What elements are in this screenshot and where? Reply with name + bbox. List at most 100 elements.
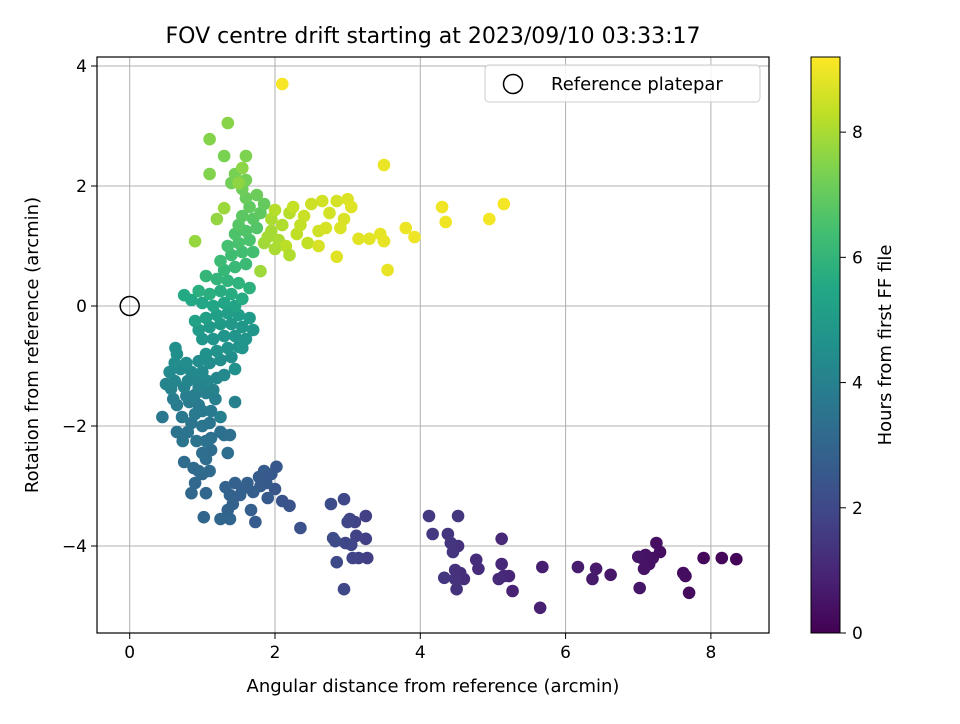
scatter-point [294,218,307,232]
y-axis: −4 −2 0 2 4 [62,57,97,557]
scatter-point [185,486,198,500]
scatter-point [341,515,354,529]
scatter-point [363,232,376,246]
scatter-point [225,317,238,331]
y-tick-label: −4 [62,537,87,557]
x-tick-label: 6 [560,643,571,663]
scatter-point [196,446,209,460]
reference-platepar-marker [119,295,140,317]
scatter-point [203,416,216,430]
scatter-point [275,77,289,91]
scatter-point [697,551,710,565]
scatter-point [315,194,329,208]
scatter-point [261,230,275,244]
scatter-point [210,212,224,226]
scatter-point [268,203,282,217]
scatter-point [169,341,182,355]
scatter-point [180,356,193,370]
y-tick-label: 2 [76,177,87,197]
scatter-point [448,572,462,586]
scatter-point [301,236,314,250]
scatter-point [217,329,231,343]
x-tick-label: 2 [270,643,281,663]
scatter-point [228,395,242,409]
scatter-point [441,527,455,541]
scatter-point [533,601,547,615]
scatter-point [214,410,227,424]
scatter-point [330,555,344,569]
x-axis: 0 2 4 6 8 [124,633,716,663]
scatter-point [199,486,213,500]
scatter-point [469,553,483,567]
plot-frame [96,56,770,634]
scatter-point [483,212,496,226]
scatter-point [214,425,227,439]
scatter-point [232,176,245,190]
scatter-point [586,572,599,586]
scatter-point [435,200,449,214]
scatter-point [650,536,663,550]
scatter-point [177,455,191,469]
x-axis-label: Angular distance from reference (arcmin) [247,676,620,697]
scatter-point [426,527,439,541]
scatter-point [197,510,211,524]
y-tick-label: −2 [62,417,87,437]
scatter-point [196,365,209,379]
scatter-point [221,239,235,253]
scatter-point [177,288,191,302]
scatter-point [214,284,227,298]
scatter-point [275,218,289,232]
scatter-point [221,274,235,288]
scatter-point [199,434,213,448]
scatter-point [206,299,220,313]
scatter-point [286,200,300,214]
scatter-point [346,551,360,565]
grid [97,57,769,633]
scatter-point [219,480,232,494]
legend-box [484,64,761,103]
scatter-point [235,161,249,175]
scatter-point [637,562,651,576]
scatter-point [381,263,394,277]
scatter-point [206,383,220,397]
scatter-point [203,167,216,181]
legend-label: Reference platepar [551,74,723,95]
scatter-point [223,512,237,526]
legend-marker [502,73,524,95]
x-tick-label: 0 [124,643,135,663]
scatter-point [235,341,249,355]
scatter-point [305,197,318,211]
scatter-point [715,551,729,565]
scatter-point [170,425,184,439]
scatter-point [422,509,436,523]
scatter-point [330,250,344,264]
scatter-point [448,563,462,577]
scatter-point [239,257,253,271]
scatter-point [228,260,242,274]
scatter-point [210,272,224,286]
colorbar-tick-label: 4 [852,374,863,394]
scatter-point [257,197,271,211]
scatter-point [199,311,213,325]
scatter-point [188,234,202,248]
scatter-point [156,410,169,424]
scatter-point [199,347,213,361]
scatter-point [246,245,260,259]
scatter-point [250,188,264,202]
scatter-point [203,464,216,478]
scatter-point [294,521,307,535]
scatter-point [337,492,351,506]
scatter-point [214,254,227,268]
scatter-point [246,485,260,499]
scatter-point [730,552,743,566]
scatter-point [228,329,242,343]
scatter-point [571,560,585,574]
scatter-point [334,221,347,235]
scatter-point [175,410,189,424]
scatter-point [214,512,227,526]
scatter-point [243,281,256,295]
scatter-point [192,284,206,298]
scatter-point [210,344,224,358]
scatter-point [232,276,245,290]
